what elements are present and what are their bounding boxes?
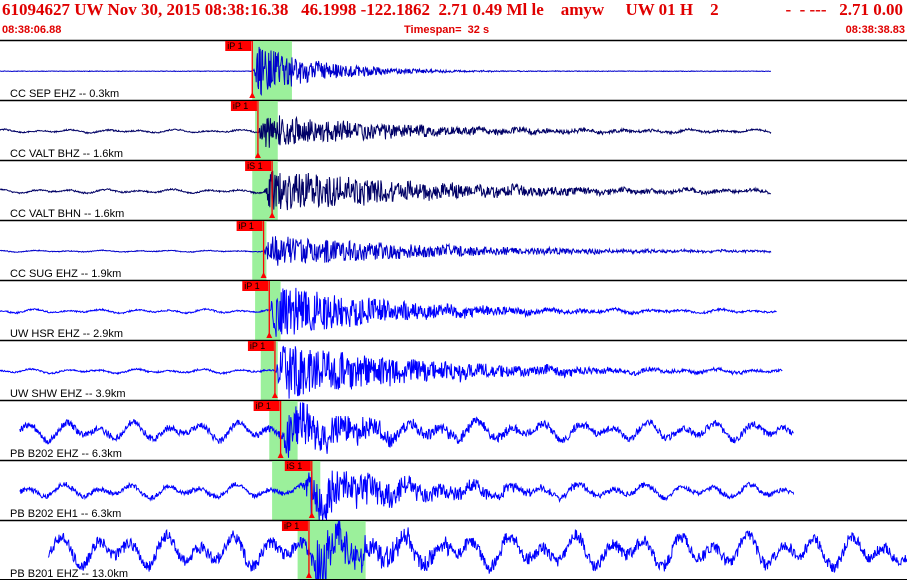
p-pick-flag [225,41,252,51]
s-pick-label: iS 1 [287,461,303,471]
s-pick-flag [245,161,272,171]
p-pick-label: iP 1 [227,41,242,51]
end-time: 08:38:38.83 [845,24,905,36]
p-pick-flag [242,281,269,291]
trace-panel: iS 1 CC VALT BHN -- 1.6km [0,159,907,220]
waveform-line [19,470,795,522]
p-pick-arrow [249,92,256,98]
p-pick-arrow [271,392,278,398]
waveform-line [0,115,772,148]
p-pick-label: iP 1 [250,341,265,351]
p-pick-arrow [260,272,267,278]
trace-panel: iS 1 PB B202 EH1 -- 6.3km [0,459,907,522]
s-pick-arrow [269,212,276,218]
trace-panel: iP 1 UW SHW EHZ -- 3.9km [0,339,907,400]
p-pick-flag [236,221,263,231]
p-pick-arrow [277,452,284,458]
p-pick-arrow [266,332,273,338]
station-label: CC VALT BHN -- 1.6km [10,208,124,220]
trace-panel: iP 1 UW HSR EHZ -- 2.9km [0,279,907,340]
station-label: CC SUG EHZ -- 1.9km [10,268,121,280]
s-pick-label: iS 1 [247,161,263,171]
p-pick-flag [247,341,274,351]
p-pick-flag [253,401,280,411]
event-flags: - - --- 2.71 0.00 [785,0,903,19]
p-pick-label: iP 1 [233,101,248,111]
event-title: 61094627 UW Nov 30, 2015 08:38:16.38 46.… [2,0,719,19]
trace-panel: iP 1 CC SEP EHZ -- 0.3km [0,39,907,100]
waveform-line [47,520,907,580]
waveform-line [0,287,777,337]
p-pick-arrow [305,572,312,578]
p-pick-label: iP 1 [244,281,259,291]
event-header: 61094627 UW Nov 30, 2015 08:38:16.38 46.… [0,0,907,36]
waveform-line [0,46,771,97]
station-label: CC VALT BHZ -- 1.6km [10,148,123,160]
waveform-line [19,402,794,458]
p-pick-flag [281,521,308,531]
trace-panel: iP 1 CC VALT BHZ -- 1.6km [0,99,907,160]
s-pick-arrow [308,512,315,518]
station-label: UW SHW EHZ -- 3.9km [10,388,126,400]
station-label: PB B201 EHZ -- 13.0km [10,568,128,580]
waveform-line [0,345,783,399]
p-pick-label: iP 1 [256,401,271,411]
s-pick-flag [284,461,311,471]
trace-panel: iP 1 PB B202 EHZ -- 6.3km [0,399,907,460]
trace-panel: iP 1 CC SUG EHZ -- 1.9km [0,219,907,280]
p-pick-arrow [254,152,261,158]
pick-window [252,221,267,280]
p-pick-label: iP 1 [239,221,254,231]
station-label: PB B202 EHZ -- 6.3km [10,448,122,460]
waveform-line [0,170,772,211]
timespan-label: Timespan= 32 s [404,24,490,36]
station-label: UW HSR EHZ -- 2.9km [10,328,123,340]
p-pick-label: iP 1 [284,521,299,531]
trace-panel: iP 1 PB B201 EHZ -- 13.0km [0,519,907,580]
waveform-line [0,236,772,266]
station-label: PB B202 EH1 -- 6.3km [10,508,121,520]
p-pick-flag [230,101,257,111]
station-label: CC SEP EHZ -- 0.3km [10,88,119,100]
start-time: 08:38:06.88 [2,24,62,36]
